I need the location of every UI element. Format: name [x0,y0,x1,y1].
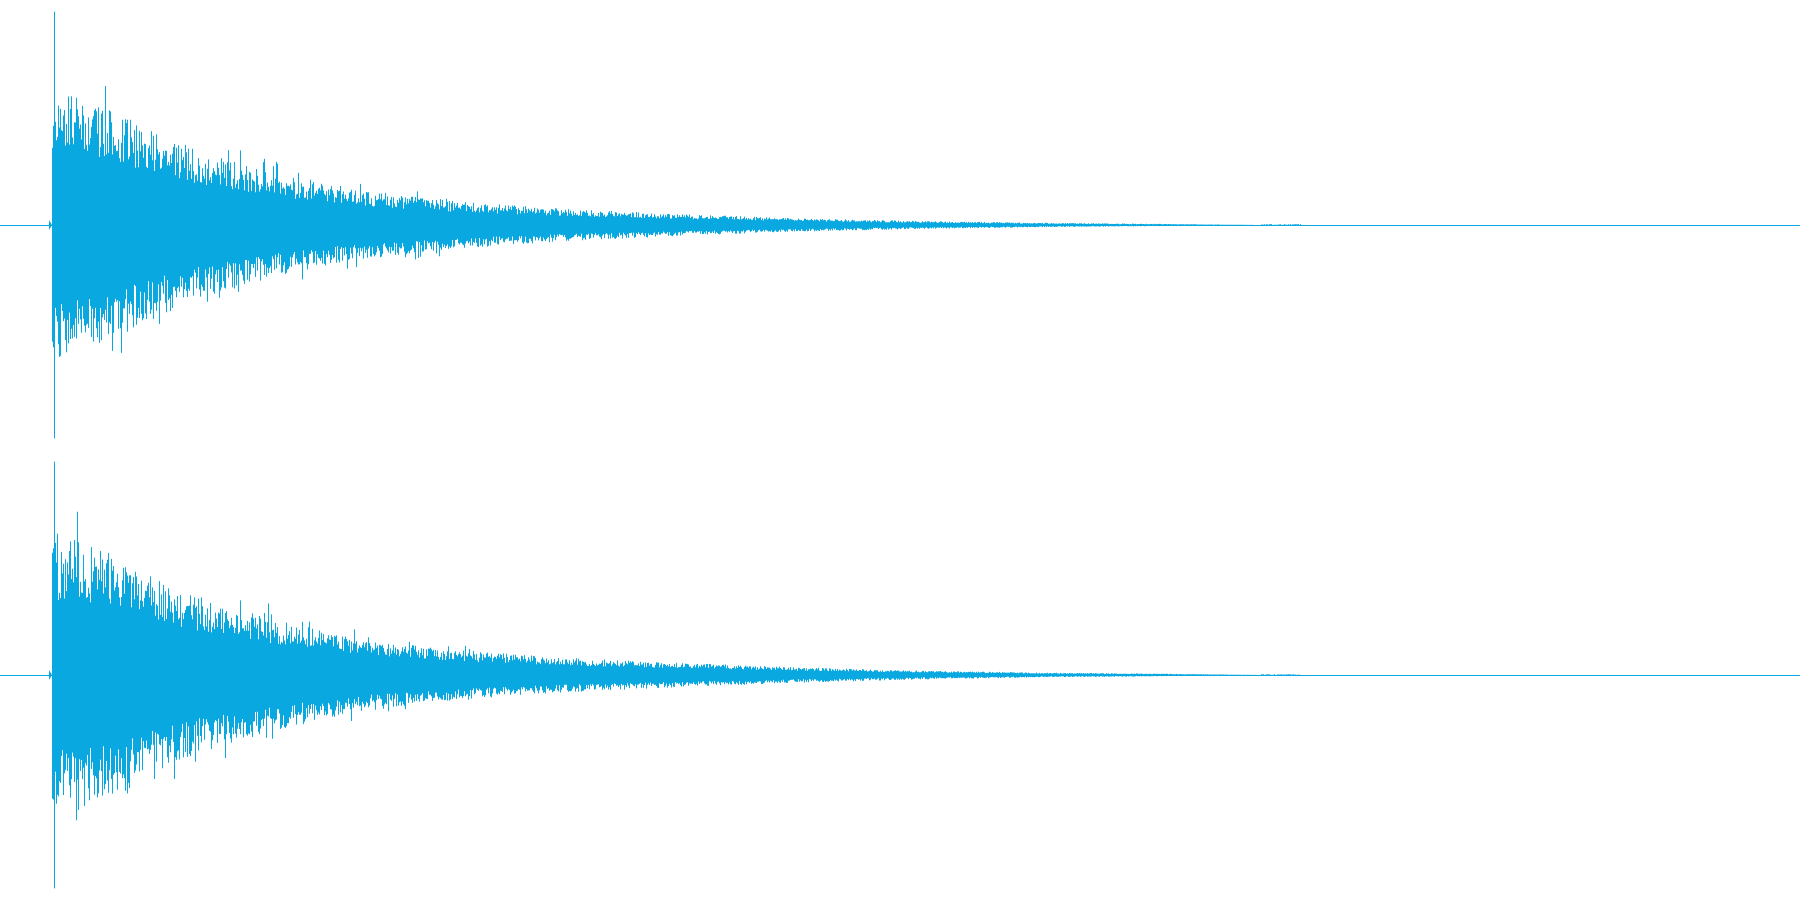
waveform-signal [52,11,1301,439]
channel-2-track[interactable] [0,450,1800,900]
onset-marker [49,220,52,230]
channel-1-track[interactable] [0,0,1800,450]
onset-marker [49,670,52,680]
channel-1-waveform [0,11,1800,439]
channel-2-waveform [0,461,1800,889]
waveform-signal [52,461,1301,889]
